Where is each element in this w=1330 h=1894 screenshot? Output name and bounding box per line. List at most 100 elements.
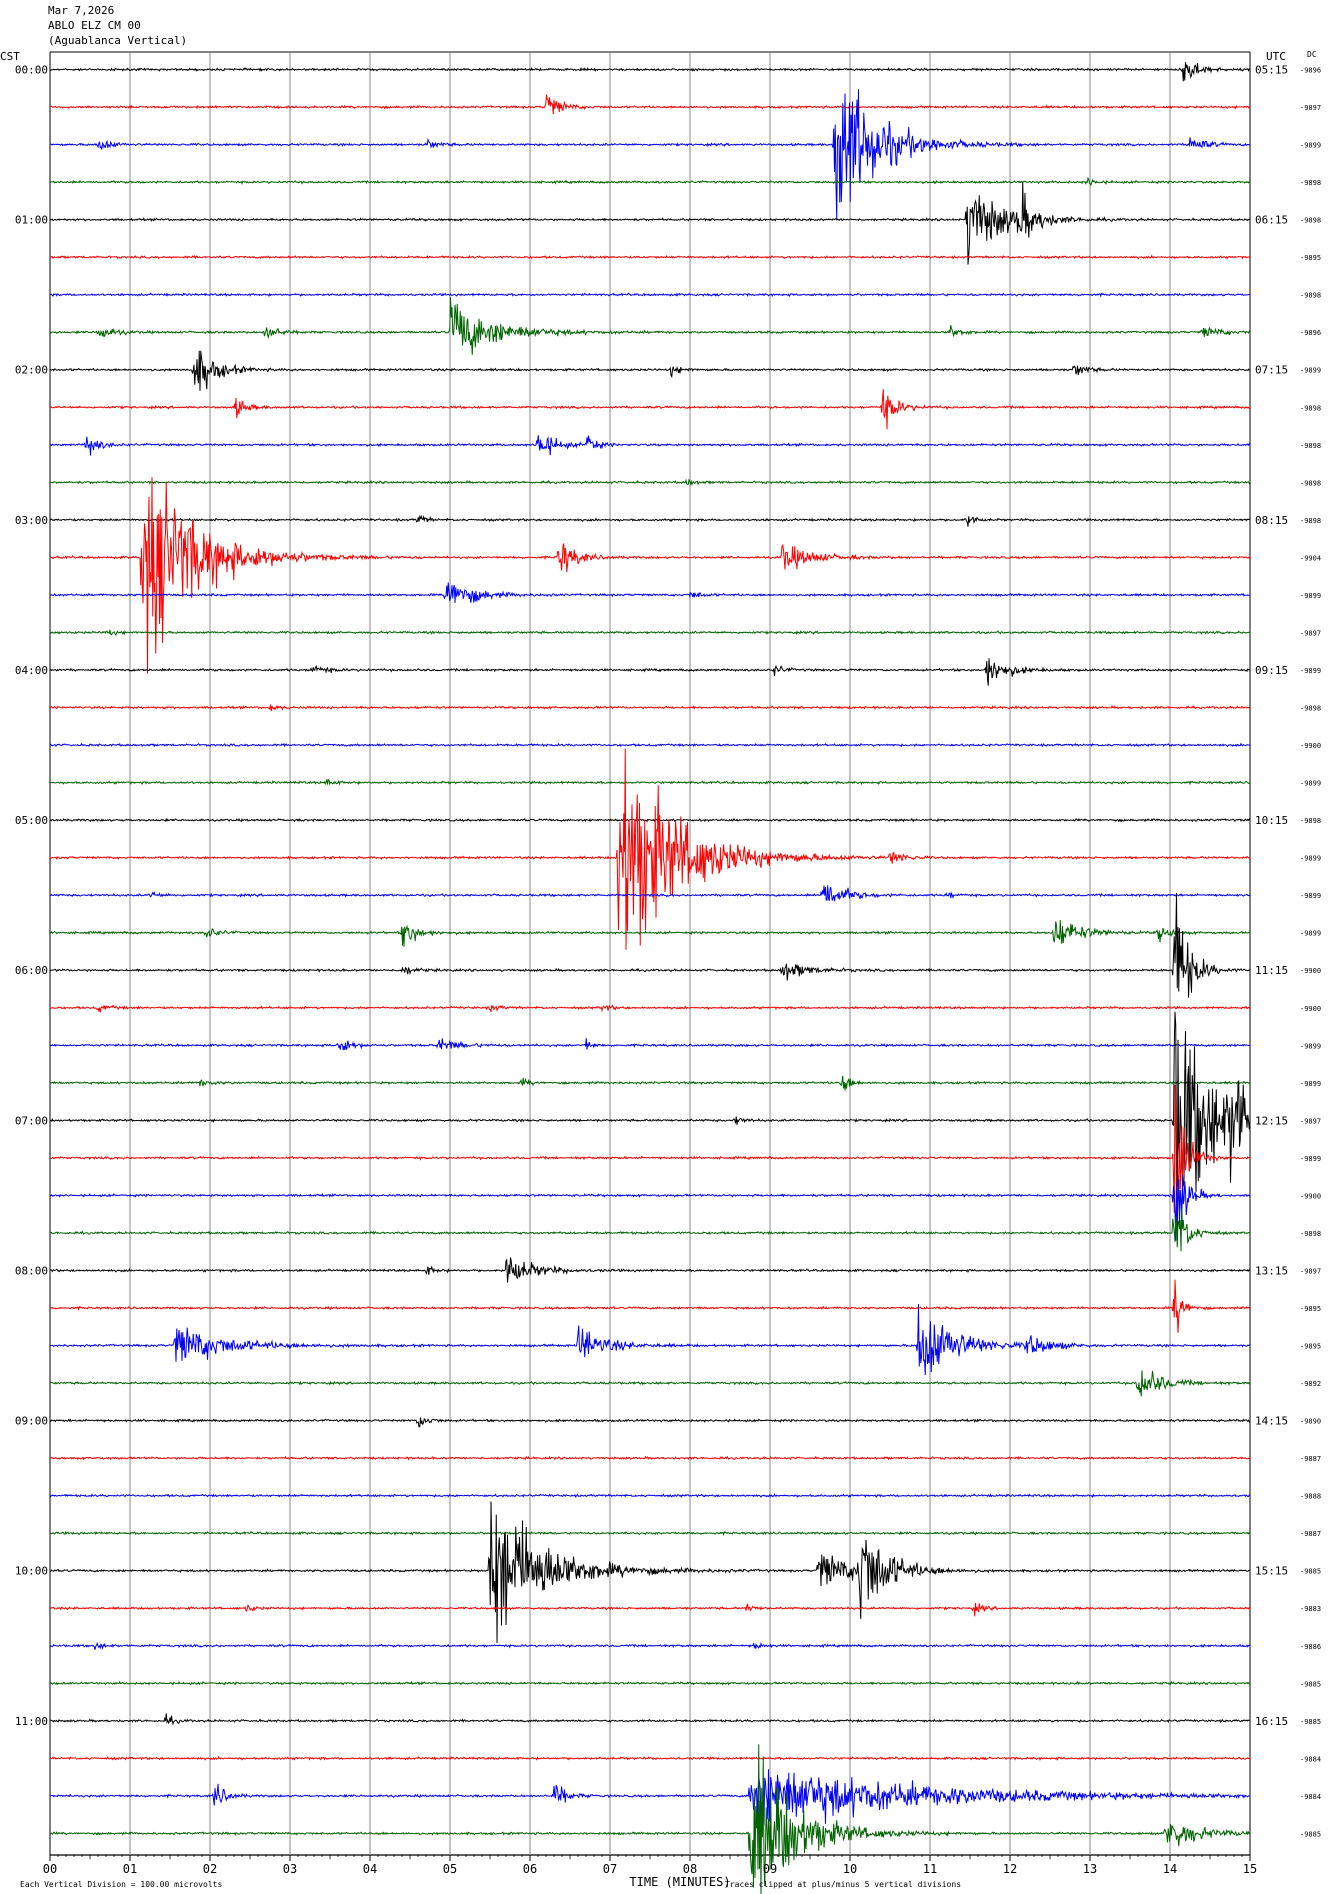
seismic-trace (49, 477, 1251, 674)
seismic-trace (49, 582, 1251, 604)
x-tick-label: 14 (1163, 1862, 1177, 1876)
seismic-trace (49, 748, 1251, 950)
traces (49, 62, 1251, 1894)
seismic-trace (49, 176, 1251, 186)
dc-offset-label: -9899 (1300, 1155, 1321, 1163)
x-tick-label: 15 (1243, 1862, 1257, 1876)
dc-offset-label: -9898 (1300, 217, 1321, 225)
dc-offset-label: -9890 (1300, 1418, 1321, 1426)
cst-axis-title: CST (0, 50, 20, 63)
dc-offset-label: -9887 (1300, 1530, 1321, 1538)
seismic-trace (49, 1755, 1251, 1761)
utc-hour-label: 13:15 (1255, 1264, 1288, 1277)
x-tick-label: 03 (283, 1862, 297, 1876)
seismic-trace (49, 1175, 1251, 1241)
utc-hour-label: 15:15 (1255, 1565, 1288, 1578)
utc-hour-label: 09:15 (1255, 664, 1288, 677)
dc-offset-label: -9885 (1300, 1718, 1321, 1726)
seismic-trace (49, 629, 1251, 636)
utc-axis-title: UTC (1266, 50, 1286, 63)
x-tick-label: 06 (523, 1862, 537, 1876)
seismic-trace (49, 181, 1251, 265)
x-tick-label: 10 (843, 1862, 857, 1876)
dc-offset-label: -9887 (1300, 1455, 1321, 1463)
dc-offset-label: -9900 (1300, 1192, 1321, 1200)
seismic-trace (49, 435, 1251, 456)
seismic-trace (49, 1602, 1251, 1617)
seismic-trace (49, 817, 1251, 823)
dc-offset-label: -9899 (1300, 667, 1321, 675)
cst-hour-label: 00:00 (15, 64, 48, 77)
seismic-trace (49, 919, 1251, 947)
dc-offset-label: -9899 (1300, 1042, 1321, 1050)
dc-offset-label: -9900 (1300, 742, 1321, 750)
seismic-trace (49, 1530, 1251, 1537)
seismic-trace (49, 1641, 1251, 1650)
cst-hour-label: 10:00 (15, 1565, 48, 1578)
seismic-trace (49, 89, 1251, 221)
seismic-trace (49, 94, 1251, 115)
cst-hour-label: 09:00 (15, 1415, 48, 1428)
utc-hour-label: 06:15 (1255, 214, 1288, 227)
dc-offset-label: -9900 (1300, 1005, 1321, 1013)
seismic-trace (49, 297, 1251, 355)
utc-hour-label: 16:15 (1255, 1715, 1288, 1728)
dc-offset-label: -9898 (1300, 1230, 1321, 1238)
dc-offset-label: -9899 (1300, 855, 1321, 863)
seismic-trace (49, 1084, 1251, 1213)
seismic-trace (49, 478, 1251, 487)
seismic-trace (49, 389, 1251, 430)
title-station: ABLO ELZ CM 00 (48, 19, 141, 32)
dc-offset-label: -9892 (1300, 1380, 1321, 1388)
dc-offset-label: -9897 (1300, 629, 1321, 637)
seismic-trace (49, 62, 1251, 82)
dc-offset-label: -9898 (1300, 442, 1321, 450)
dc-offset-label: -9898 (1300, 517, 1321, 525)
dc-offset-label: -9888 (1300, 1493, 1321, 1501)
utc-hour-label: 12:15 (1255, 1114, 1288, 1127)
seismic-trace (49, 1370, 1251, 1397)
dc-offset-label: -9898 (1300, 179, 1321, 187)
seismic-trace (49, 1493, 1251, 1499)
seismic-trace (49, 1075, 1251, 1091)
seismic-trace (49, 1680, 1251, 1686)
dc-offset-label: -9898 (1300, 404, 1321, 412)
x-axis-title: TIME (MINUTES) (629, 1875, 730, 1889)
cst-hour-label: 11:00 (15, 1715, 48, 1728)
utc-hour-label: 14:15 (1255, 1415, 1288, 1428)
seismic-trace (49, 1769, 1251, 1826)
seismic-trace (49, 1744, 1251, 1894)
dc-offset-label: -9897 (1300, 1117, 1321, 1125)
x-tick-label: 13 (1083, 1862, 1097, 1876)
seismic-trace (49, 1004, 1251, 1013)
dc-offset-label: -9899 (1300, 592, 1321, 600)
dc-offset-label: -9898 (1300, 479, 1321, 487)
dc-axis-title: DC (1307, 50, 1317, 59)
cst-hour-label: 03:00 (15, 514, 48, 527)
seismic-trace (49, 778, 1251, 786)
seismic-trace (49, 893, 1251, 998)
seismic-trace (49, 742, 1251, 748)
utc-hour-label: 07:15 (1255, 364, 1288, 377)
seismic-trace (49, 350, 1251, 391)
seismic-trace (49, 1417, 1251, 1428)
dc-offset-label: -9895 (1300, 254, 1321, 262)
cst-hour-label: 06:00 (15, 964, 48, 977)
seismic-trace (49, 704, 1251, 712)
cst-hour-label: 04:00 (15, 664, 48, 677)
dc-offset-label: -9886 (1300, 1643, 1321, 1651)
title-date: Mar 7,2026 (48, 4, 115, 17)
footer-clip-note: Traces clipped at plus/minus 5 vertical … (725, 1880, 961, 1889)
dc-offset-label: -9899 (1300, 1080, 1321, 1088)
x-tick-label: 04 (363, 1862, 377, 1876)
utc-hour-label: 05:15 (1255, 64, 1288, 77)
seismic-trace (49, 1279, 1251, 1333)
dc-offset-label: -9899 (1300, 780, 1321, 788)
cst-hour-label: 07:00 (15, 1114, 48, 1127)
x-tick-label: 01 (123, 1862, 137, 1876)
labels: 00 01 02 03 04 05 06 07 08 09 10 11 12 13 14 15 CST UTC DC… (0, 50, 1321, 1889)
dc-offset-label: -9885 (1300, 1568, 1321, 1576)
x-tick-label: 12 (1003, 1862, 1017, 1876)
x-tick-label: 00 (43, 1862, 57, 1876)
